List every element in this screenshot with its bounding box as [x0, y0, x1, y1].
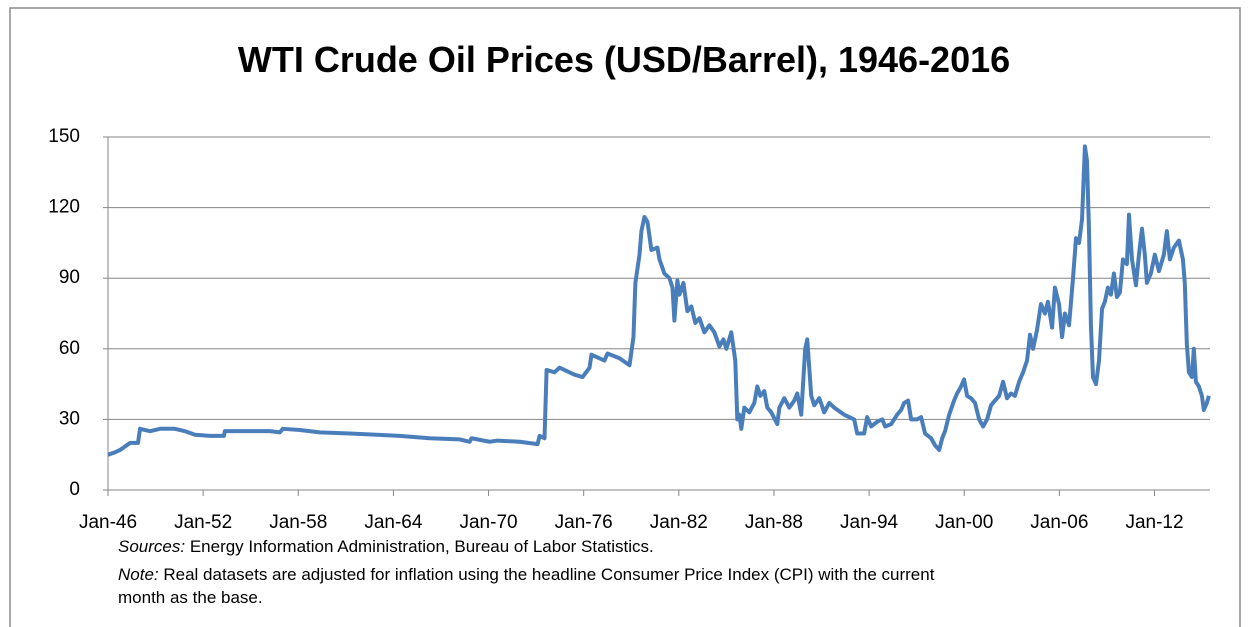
y-tick-label: 60 — [59, 338, 80, 359]
y-tick-label: 150 — [48, 126, 80, 147]
y-tick-label: 30 — [59, 408, 80, 429]
x-tick-label: Jan-00 — [935, 512, 993, 533]
x-tick-label: Jan-88 — [745, 512, 803, 533]
y-tick-label: 0 — [69, 479, 80, 500]
y-tick-label: 90 — [59, 267, 80, 288]
x-tick-label: Jan-82 — [650, 512, 708, 533]
source-note: Sources: Energy Information Administrati… — [118, 537, 654, 556]
note-text: Real datasets are adjusted for inflation… — [159, 565, 935, 584]
x-tick-label: Jan-94 — [840, 512, 899, 533]
x-tick-label: Jan-06 — [1030, 512, 1088, 533]
chart-frame — [9, 7, 1241, 627]
x-tick-label: Jan-46 — [79, 512, 137, 533]
x-tick-label: Jan-12 — [1125, 512, 1183, 533]
x-tick-label: Jan-58 — [269, 512, 327, 533]
x-tick-label: Jan-70 — [459, 512, 517, 533]
chart-title: WTI Crude Oil Prices (USD/Barrel), 1946-… — [238, 39, 1010, 80]
y-tick-label: 120 — [48, 197, 80, 218]
note-continuation: month as the base. — [118, 588, 263, 607]
x-tick-label: Jan-76 — [555, 512, 613, 533]
x-tick-label: Jan-52 — [174, 512, 232, 533]
x-tick-label: Jan-64 — [364, 512, 423, 533]
price-line — [107, 144, 1211, 457]
note-label: Note: — [118, 565, 159, 584]
note-label: Sources: — [118, 537, 185, 556]
note-text: Energy Information Administration, Burea… — [185, 537, 654, 556]
method-note: Note: Real datasets are adjusted for inf… — [118, 565, 935, 584]
